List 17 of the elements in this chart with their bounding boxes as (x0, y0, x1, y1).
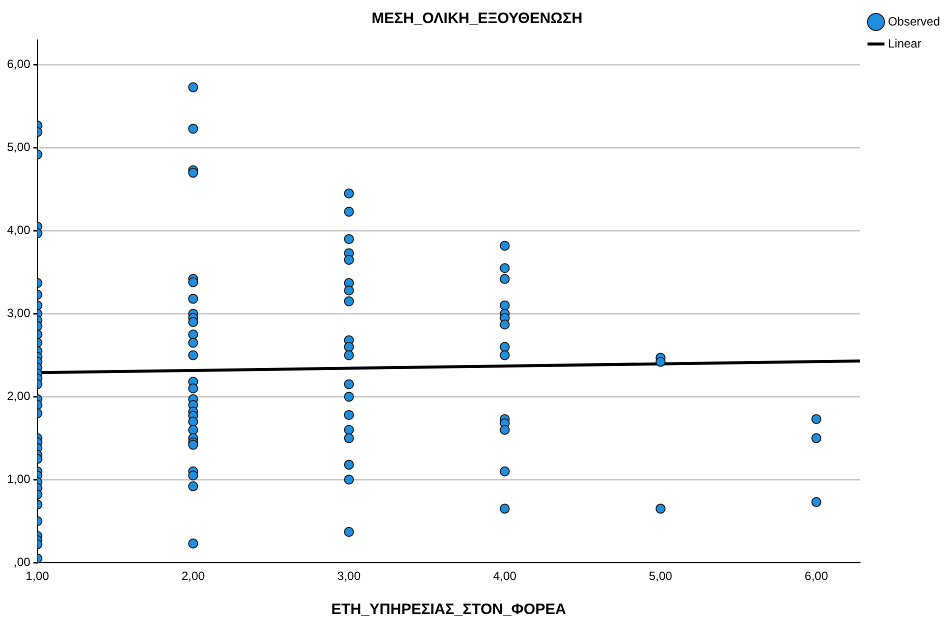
legend-label: Observed (888, 14, 940, 28)
x-tick-label: 5,00 (648, 569, 673, 584)
legend-label: Linear (888, 36, 922, 50)
x-axis-title: ΕΤΗ_ΥΠΗΡΕΣΙΑΣ_ΣΤΟΝ_ΦΟΡΕΑ (331, 601, 566, 618)
y-tick-label: 4,00 (6, 223, 31, 238)
x-tick-label: 1,00 (26, 569, 50, 584)
y-tick-label: 1,00 (6, 472, 31, 486)
chart-title: ΜΕΣΗ_ΟΛΙΚΗ_ΕΞΟΥΘΕΝΩΣΗ (372, 10, 582, 28)
y-tick-label: ,00 (14, 554, 31, 569)
x-tick-label: 6,00 (804, 569, 828, 584)
x-tick-label: 3,00 (337, 569, 361, 584)
y-tick-label: 3,00 (6, 306, 31, 320)
x-tick-label: 2,00 (181, 569, 206, 584)
y-tick-label: 2,00 (6, 389, 31, 404)
x-tick-label: 4,00 (493, 569, 517, 584)
y-tick-label: 6,00 (6, 57, 31, 72)
y-tick-label: 5,00 (6, 140, 31, 154)
